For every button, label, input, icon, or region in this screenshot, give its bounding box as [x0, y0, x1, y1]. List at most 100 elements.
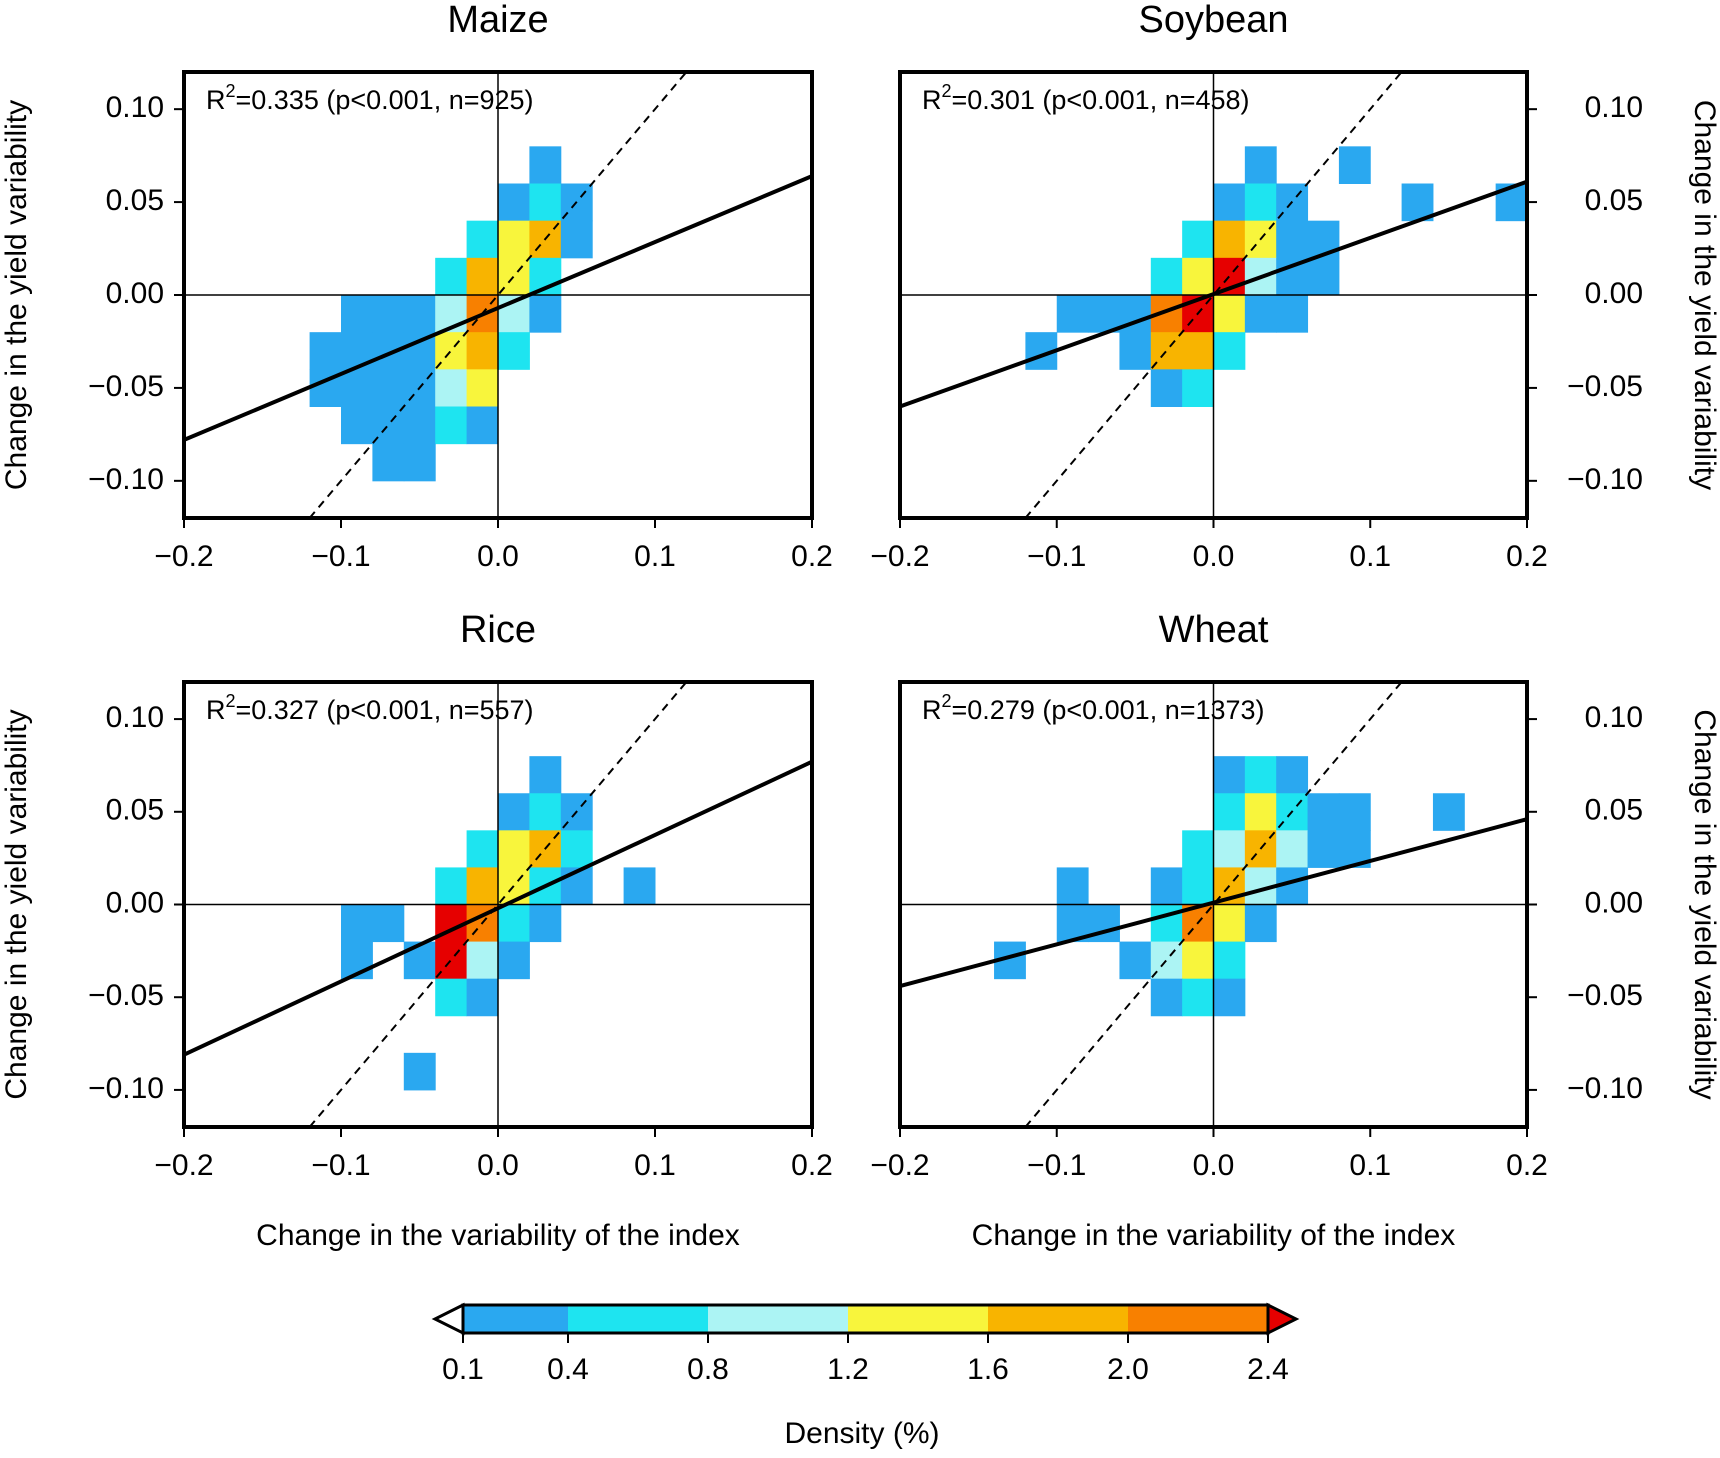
- density-cell: [403, 443, 436, 482]
- density-cell: [1307, 830, 1340, 868]
- x-tick-label: 0.1: [1349, 540, 1391, 573]
- annotation-superscript: 2: [942, 691, 952, 711]
- density-cell: [1432, 793, 1465, 831]
- y-axis-label: Change in the yield variability: [0, 709, 33, 1099]
- density-cell: [1182, 257, 1214, 296]
- x-tick-label: 0.1: [634, 540, 676, 573]
- regression-line: [900, 179, 1527, 409]
- x-tick-label: 0.2: [791, 540, 833, 573]
- colorbar-tick-label: 0.4: [547, 1353, 589, 1386]
- panel-title: Maize: [447, 0, 548, 41]
- plot-area: [184, 72, 812, 518]
- x-tick-label: 0.0: [1193, 1149, 1235, 1182]
- density-cell: [1182, 978, 1214, 1017]
- density-cell: [1213, 756, 1246, 794]
- annotation: R2=0.335 (p<0.001, n=925): [206, 81, 534, 115]
- density-cell: [1276, 295, 1309, 333]
- x-tick-label: −0.2: [870, 540, 929, 573]
- density-cell: [1213, 830, 1246, 868]
- y-tick-label: 0.10: [106, 91, 164, 124]
- x-tick-label: −0.1: [311, 1149, 370, 1182]
- density-cell: [560, 867, 593, 905]
- density-cell: [1213, 332, 1246, 370]
- density-cell: [560, 220, 593, 259]
- y-axis-label: Change in the yield variability: [1688, 709, 1720, 1099]
- density-cell: [1056, 867, 1089, 905]
- annotation-text: =0.335 (p<0.001, n=925): [236, 85, 534, 115]
- density-cell: [372, 369, 405, 407]
- density-cell: [1182, 369, 1214, 407]
- density-cell: [1182, 332, 1214, 370]
- annotation-superscript: 2: [942, 81, 952, 101]
- y-tick-label: −0.10: [88, 1072, 164, 1105]
- x-tick-label: 0.2: [1506, 1149, 1548, 1182]
- y-tick-label: −0.10: [1567, 463, 1643, 496]
- density-cell: [1338, 146, 1371, 184]
- density-cell: [498, 183, 530, 222]
- x-axis-label: Change in the variability of the index: [256, 1219, 740, 1252]
- density-cell: [529, 146, 562, 184]
- density-cell: [1276, 220, 1309, 259]
- density-cell: [1213, 295, 1246, 333]
- density-cell: [435, 257, 468, 296]
- colorbar-segment: [1128, 1305, 1268, 1333]
- colorbar-tick-label: 0.8: [687, 1353, 729, 1386]
- density-cell: [341, 406, 373, 445]
- colorbar-segment: [848, 1305, 988, 1333]
- y-tick-label: 0.05: [1585, 794, 1643, 827]
- y-tick-label: 0.05: [106, 794, 164, 827]
- density-cell: [498, 830, 530, 868]
- y-tick-label: 0.10: [1585, 701, 1643, 734]
- density-cell: [466, 257, 499, 296]
- colorbar-segment: [568, 1305, 708, 1333]
- colorbar-tick-label: 1.2: [827, 1353, 869, 1386]
- density-cell: [529, 756, 562, 794]
- colorbar-segment: [463, 1305, 568, 1333]
- x-tick-label: 0.0: [1193, 540, 1235, 573]
- regression-line: [900, 817, 1527, 989]
- panel-title: Soybean: [1138, 0, 1288, 41]
- density-cell: [403, 1052, 436, 1091]
- x-tick-label: 0.0: [477, 540, 519, 573]
- density-cell: [466, 220, 499, 259]
- density-cell: [466, 867, 499, 905]
- density-cell: [341, 369, 373, 407]
- regression-line: [184, 174, 812, 442]
- x-tick-label: −0.2: [154, 1149, 213, 1182]
- annotation-superscript: 2: [226, 691, 236, 711]
- density-cell: [1244, 756, 1277, 794]
- y-tick-label: 0.05: [1585, 184, 1643, 217]
- y-tick-label: 0.00: [1585, 277, 1643, 310]
- density-cell: [1244, 793, 1277, 831]
- x-tick-label: 0.1: [634, 1149, 676, 1182]
- y-tick-label: −0.05: [88, 370, 164, 403]
- density-cell: [1401, 183, 1434, 222]
- density-cell: [1213, 220, 1246, 259]
- density-cell: [529, 904, 562, 943]
- colorbar-under: [431, 1302, 465, 1336]
- y-tick-label: 0.00: [106, 277, 164, 310]
- density-cell: [1150, 978, 1183, 1017]
- x-tick-label: −0.2: [154, 540, 213, 573]
- density-cell: [372, 904, 405, 943]
- density-cell: [466, 332, 499, 370]
- density-cell: [498, 904, 530, 943]
- density-cell: [341, 295, 373, 333]
- y-tick-label: −0.10: [88, 463, 164, 496]
- density-cell: [403, 295, 436, 333]
- density-cell: [1182, 830, 1214, 868]
- density-cell: [403, 941, 436, 980]
- density-cell: [529, 295, 562, 333]
- y-tick-label: 0.10: [106, 701, 164, 734]
- density-cell: [1213, 904, 1246, 943]
- panel: −0.2 −0.1 0.0 0.1 0.2 −0.10 −0.05 0.00 0.05 0.10 S…: [870, 0, 1720, 573]
- y-tick-label: 0.00: [1585, 886, 1643, 919]
- density-cell: [1056, 295, 1089, 333]
- annotation: R2=0.327 (p<0.001, n=557): [206, 691, 534, 725]
- y-axis-label: Change in the yield variability: [1688, 100, 1720, 490]
- density-cell: [1213, 978, 1246, 1017]
- plot-area: [900, 682, 1527, 1127]
- density-cell: [529, 183, 562, 222]
- panel-title: Rice: [460, 609, 536, 651]
